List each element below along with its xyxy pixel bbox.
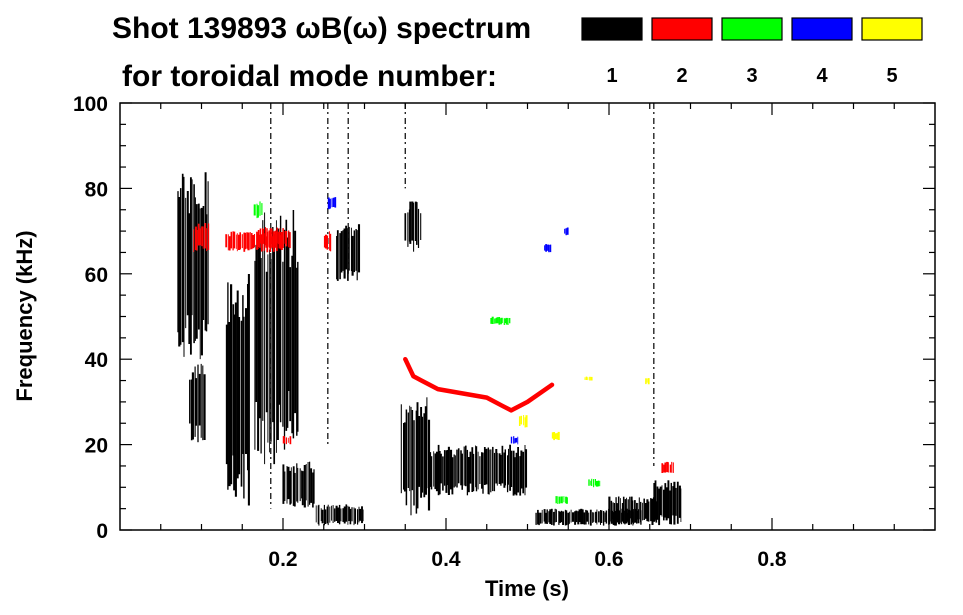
mode-5-region-1 [551,431,560,441]
mode-5-region-3 [645,378,650,385]
mode-4-region-1 [510,436,519,445]
x-axis-label: Time (s) [485,576,569,601]
x-tick-label: 0.8 [757,548,787,571]
legend-label-2: 2 [676,65,687,87]
mode-1-region-4 [286,210,299,439]
mode-3-region-0 [253,201,263,219]
y-tick-label: 0 [96,520,108,543]
mode-2-region-2 [257,227,291,249]
mode-5-region-2 [584,376,593,381]
mode-1-region-13 [608,496,658,526]
legend-swatch-2 [651,17,713,41]
y-tick-label: 20 [85,435,108,458]
y-tick-label: 100 [73,93,108,116]
mode-1-region-6 [315,504,364,526]
y-tick-label: 80 [85,178,108,201]
mode-1-region-10 [404,201,422,252]
series-mode-4 [327,197,569,445]
mode-1-region-8 [400,397,431,516]
plot-data [177,103,682,526]
mode-4-region-3 [564,227,569,236]
legend-label-1: 1 [606,65,617,87]
mode-2-region-3 [323,231,332,252]
tick-labels: 0.2 0.4 0.6 0.8 0 20 40 60 80 100 [73,93,787,571]
legend-swatch-5 [861,17,923,41]
y-tick-label: 40 [85,349,108,372]
series-mode-1 [177,103,682,526]
series-mode-2 [193,223,674,473]
series-mode-5 [518,376,650,441]
mode-2-region-4 [282,436,292,445]
series-mode-3 [253,201,601,504]
y-tick-label: 60 [85,264,108,287]
mode-3-region-1 [490,316,511,325]
axis-ticks [120,102,935,531]
legend-label-3: 3 [746,65,757,87]
mode-2-region-5 [661,461,674,473]
legend-label-4: 4 [816,65,828,87]
mode-1-region-0 [177,172,209,360]
legend-label-5: 5 [886,65,897,87]
legend: 1 2 3 4 5 [581,17,923,87]
y-axis-label: Frequency (kHz) [12,230,37,401]
mode-1-region-12 [653,480,682,526]
mode-3-region-3 [588,478,601,488]
legend-swatch-4 [791,17,853,41]
mode-4-region-0 [327,197,337,210]
legend-swatch-3 [721,17,783,41]
mode-2-curve-0 [403,356,555,413]
x-tick-label: 0.4 [431,548,461,571]
mode-4-region-2 [544,244,552,253]
x-tick-label: 0.6 [594,548,623,571]
mode-5-region-0 [518,415,528,428]
chart-title-line1: Shot 139893 ωB(ω) spectrum [112,12,531,45]
mode-1-region-5 [282,461,315,508]
mode-1-region-9 [429,444,528,496]
chart-title-line2: for toroidal mode number: [122,60,497,93]
legend-swatch-1 [581,17,643,41]
mode-1-region-1 [189,363,206,443]
mode-1-region-2 [225,274,250,506]
mode-2-region-0 [193,223,210,252]
mode-3-region-2 [555,496,568,504]
x-tick-label: 0.2 [268,548,297,571]
